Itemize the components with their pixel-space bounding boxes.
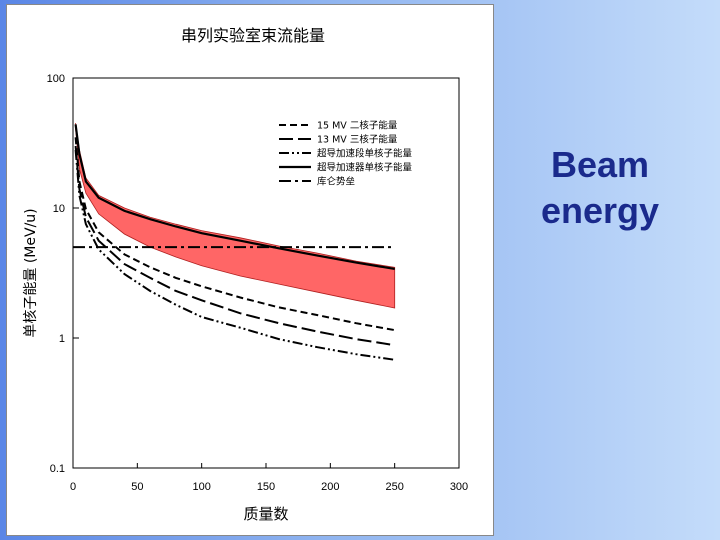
legend-label-2: 13 MV 三核子能量 (317, 134, 398, 146)
x-axis-label: 质量数 (243, 505, 288, 523)
x-tick-label: 0 (70, 481, 76, 493)
band-layer (75, 123, 396, 309)
y-axis-ticks: 0.1 1 10 100 (47, 73, 79, 475)
y-tick-label: 10 (53, 203, 65, 215)
series-line-3 (74, 149, 395, 361)
legend-label-3: 超导加速段单核子能量 (317, 148, 413, 160)
chart-panel: 串列实验室束流能量 0 50 100 150 200 250 300 0.1 1 10 100 质… (6, 4, 494, 536)
chart-title: 串列实验室束流能量 (181, 26, 325, 45)
legend-label-1: 15 MV 二核子能量 (317, 120, 398, 132)
x-axis-ticks: 0 50 100 150 200 250 300 (70, 463, 468, 493)
legend-label-5: 库仑势垒 (317, 176, 355, 188)
series-line-1 (74, 137, 395, 332)
energy-band-area (75, 123, 396, 309)
series-line-2 (74, 145, 395, 347)
x-tick-label: 100 (192, 481, 210, 493)
legend-label-4: 超导加速器单核子能量 (317, 162, 413, 174)
chart-svg: 串列实验室束流能量 0 50 100 150 200 250 300 0.1 1 10 100 质… (23, 26, 468, 523)
x-tick-label: 150 (257, 481, 275, 493)
y-tick-label: 1 (59, 333, 65, 345)
x-tick-label: 300 (450, 481, 468, 493)
y-axis-label: 单核子能量 (MeV/u) (23, 208, 39, 337)
series-layer (73, 124, 395, 361)
series-line-4 (74, 124, 395, 270)
y-tick-label: 0.1 (50, 463, 65, 475)
x-tick-label: 250 (385, 481, 403, 493)
legend: 15 MV 二核子能量 13 MV 三核子能量超导加速段单核子能量超导加速器单核子… (279, 120, 413, 188)
y-tick-label: 100 (47, 73, 65, 85)
x-tick-label: 200 (321, 481, 339, 493)
slide-caption: Beam energy (540, 144, 660, 231)
x-tick-label: 50 (131, 481, 143, 493)
